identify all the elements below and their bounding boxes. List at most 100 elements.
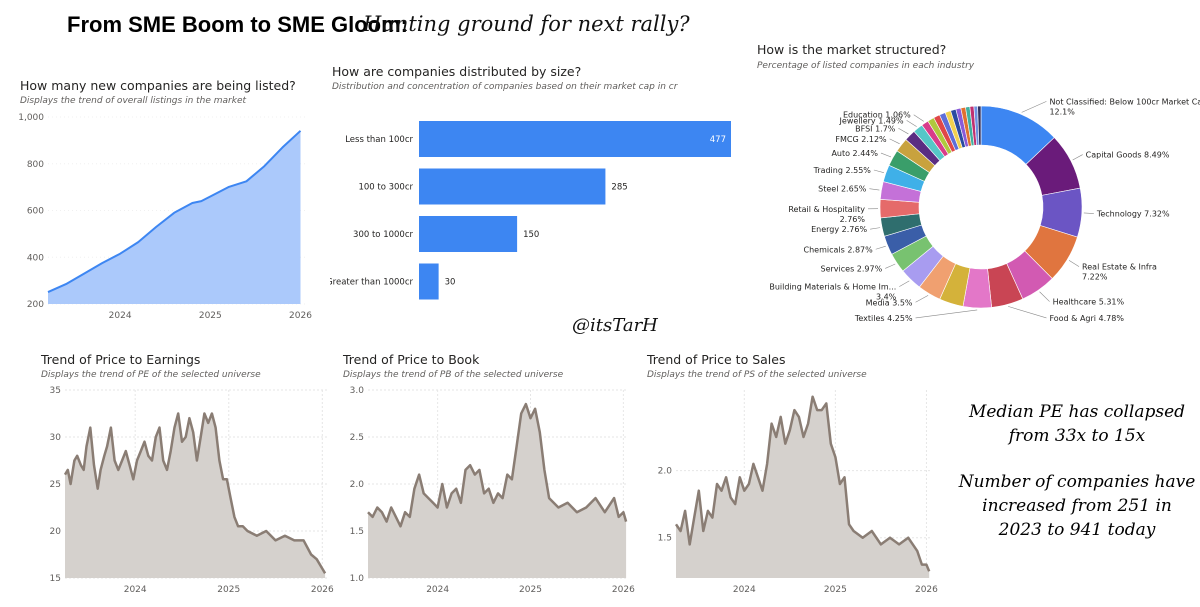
slice-label: Retail & Hospitality [788, 205, 865, 214]
data-label: 30 [445, 278, 456, 288]
x-tick-label: 2024 [109, 311, 132, 321]
leader-line [885, 263, 896, 269]
pe-subtitle: Displays the trend of PE of the selected… [41, 370, 261, 380]
y-tick-label: 800 [27, 160, 44, 170]
y-tick-label: 30 [50, 433, 62, 443]
x-tick-label: 2026 [311, 585, 334, 595]
leader-line [1021, 101, 1047, 113]
y-tick-label: 600 [27, 207, 44, 217]
y-tick-label: 1,000 [18, 113, 44, 123]
slice-label: Jewellery 1.49% [839, 116, 904, 125]
series-line [47, 130, 302, 294]
y-tick-label: 2.5 [350, 433, 364, 443]
slice-label-value: 3.4% [876, 293, 897, 302]
leader-line [1083, 212, 1094, 214]
leader-line [915, 295, 929, 303]
series-line [63, 412, 327, 574]
listings-subtitle: Displays the trend of overall listings i… [20, 96, 247, 106]
slice-label: Capital Goods 8.49% [1086, 151, 1170, 160]
size-chart: Less than 100cr 477 100 to 300cr 285 300 to … [330, 121, 731, 300]
structure-subtitle: Percentage of listed companies in each i… [757, 61, 975, 71]
x-tick-label: 2025 [519, 585, 542, 595]
donut-slice [977, 105, 982, 146]
leader-line [915, 309, 978, 319]
series-area [368, 404, 627, 578]
category-label: Greater than 1000cr [330, 278, 413, 288]
series-line [674, 395, 931, 572]
slice-label: FMCG 2.12% [835, 135, 887, 144]
leader-line [880, 152, 892, 158]
series-area [48, 130, 301, 304]
leader-line [889, 138, 900, 145]
data-label: 477 [710, 135, 726, 145]
leader-line [1072, 154, 1083, 161]
data-label: 285 [611, 183, 627, 193]
x-tick-label: 2026 [289, 311, 312, 321]
structure-donut-chart: Not Classified: Below 100cr Market Cap12… [769, 97, 1200, 323]
slice-label: Media 3.5% [866, 298, 913, 307]
pb-chart: 1.0 1.5 2.0 2.5 3.0 2024 2025 2026 [350, 386, 635, 595]
slice-label: Chemicals 2.87% [804, 245, 874, 254]
category-label: Less than 100cr [345, 135, 413, 145]
y-tick-label: 3.0 [350, 386, 365, 396]
slice-label: BFSI 1.7% [855, 124, 896, 133]
bar [419, 121, 731, 157]
dashboard-title: From SME Boom to SME Gloom: [67, 12, 408, 37]
y-tick-label: 1.5 [658, 534, 672, 544]
note-median-pe: Median PE has collapsed from 33x to 15x [968, 402, 1186, 446]
ps-chart: 1.5 2.0 2024 2025 2026 [658, 390, 938, 595]
pb-subtitle: Displays the trend of PB of the selected… [343, 370, 564, 380]
category-label: 100 to 300cr [358, 183, 413, 193]
size-subtitle: Distribution and concentration of compan… [332, 82, 678, 92]
bar [419, 263, 439, 300]
pe-title: Trend of Price to Earnings [41, 352, 201, 367]
series-line [367, 402, 628, 528]
watermark-handle: @itsTarH [572, 315, 658, 336]
slice-label: Textiles 4.25% [854, 314, 913, 323]
structure-title: How is the market structured? [757, 42, 947, 57]
x-tick-label: 2024 [124, 585, 147, 595]
x-tick-label: 2025 [199, 311, 222, 321]
bar [419, 168, 606, 205]
x-tick-label: 2025 [217, 585, 240, 595]
slice-label-value: 7.22% [1082, 273, 1108, 282]
slice-label: Food & Agri 4.78% [1049, 314, 1124, 323]
slice-label: Steel 2.65% [818, 185, 867, 194]
slice-label: Trading 2.55% [813, 166, 872, 175]
slice-label: Real Estate & Infra [1082, 263, 1157, 272]
slice-label-value: 2.76% [840, 215, 866, 224]
slice-label: Auto 2.44% [831, 149, 878, 158]
x-tick-label: 2024 [426, 585, 449, 595]
ps-title: Trend of Price to Sales [647, 352, 786, 367]
series-area [676, 396, 930, 578]
leader-line [870, 227, 881, 230]
note-company-count: Number of companies have increased from … [958, 472, 1196, 540]
leader-line [875, 245, 886, 250]
series-area [65, 413, 326, 578]
leader-line [913, 114, 924, 122]
y-tick-label: 35 [50, 386, 61, 396]
x-tick-label: 2026 [612, 585, 635, 595]
leader-line [1039, 291, 1050, 302]
y-tick-label: 200 [27, 300, 44, 310]
x-tick-label: 2026 [915, 585, 938, 595]
slice-label: Healthcare 5.31% [1053, 298, 1125, 307]
leader-line [906, 120, 917, 127]
slice-label: Not Classified: Below 100cr Market Cap [1049, 97, 1200, 106]
y-tick-label: 400 [27, 253, 44, 263]
y-tick-label: 2.0 [658, 467, 673, 477]
bar [419, 216, 518, 252]
leader-line [1068, 260, 1080, 267]
listings-title: How many new companies are being listed? [20, 78, 296, 93]
ps-subtitle: Displays the trend of PS of the selected… [647, 370, 867, 380]
listings-chart: 200 400 600 800 1,000 2024 2025 2026 [18, 113, 312, 321]
y-tick-label: 20 [50, 527, 62, 537]
y-tick-label: 2.0 [350, 480, 365, 490]
leader-line [899, 280, 910, 287]
slice-label: Technology 7.32% [1096, 210, 1170, 219]
slice-label: Building Materials & Home Im... [769, 283, 896, 292]
pb-title: Trend of Price to Book [343, 352, 480, 367]
category-label: 300 to 1000cr [353, 230, 413, 240]
leader-line [873, 169, 884, 173]
